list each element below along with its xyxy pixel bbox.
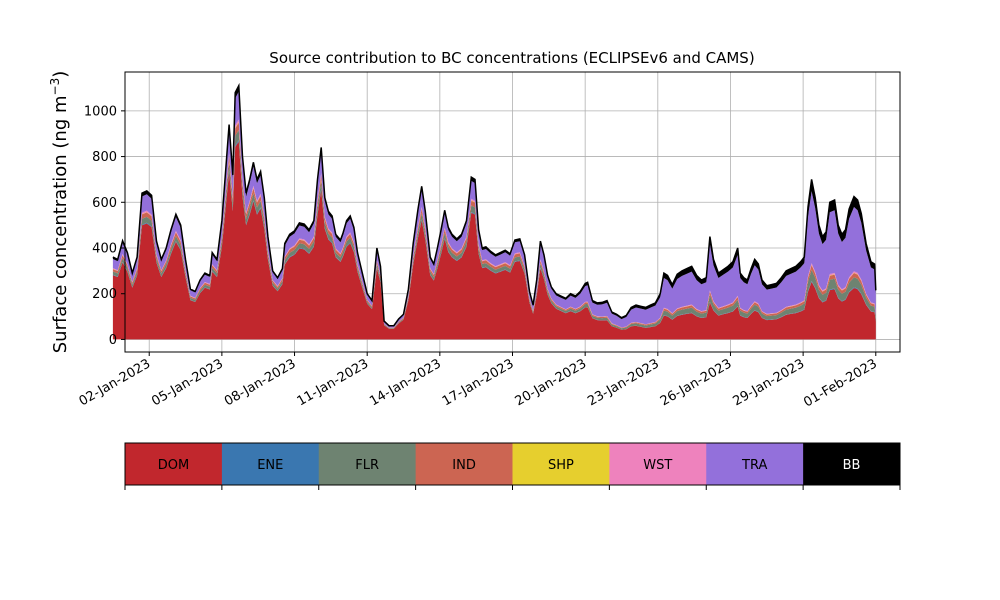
x-tick-label: 23-Jan-2023	[585, 356, 662, 409]
area-flr	[112, 130, 876, 330]
x-tick-label: 02-Jan-2023	[77, 356, 154, 409]
x-axis: 02-Jan-202305-Jan-202308-Jan-202311-Jan-…	[77, 352, 880, 410]
legend-label-ene: ENE	[257, 458, 283, 473]
legend-label-tra: TRA	[741, 458, 767, 473]
x-tick-label: 01-Feb-2023	[801, 356, 880, 410]
x-tick-label: 11-Jan-2023	[295, 356, 372, 409]
legend-swatch-flr	[318, 443, 417, 485]
y-axis-label: Surface concentration (ng m−3)	[48, 71, 71, 354]
x-tick-label: 29-Jan-2023	[731, 356, 808, 409]
stacked-areas	[112, 85, 876, 340]
legend-swatch-ind	[415, 443, 514, 485]
y-tick-label: 800	[92, 150, 117, 165]
total-line	[112, 82, 877, 327]
legend-label-bb: BB	[843, 458, 861, 473]
y-tick-label: 400	[92, 242, 117, 257]
y-tick-label: 200	[92, 287, 117, 302]
legend-label-ind: IND	[452, 458, 476, 473]
x-tick-label: 05-Jan-2023	[149, 356, 226, 409]
y-tick-label: 600	[92, 196, 117, 211]
legend-swatch-shp	[512, 443, 610, 485]
x-tick-label: 20-Jan-2023	[513, 356, 590, 409]
area-dom	[112, 141, 876, 340]
y-tick-label: 1000	[84, 104, 117, 119]
legend-label-dom: DOM	[158, 458, 189, 473]
legend-label-wst: WST	[643, 458, 672, 473]
y-axis: 0 200 400 600 800 1000	[84, 104, 125, 348]
legend-swatch-bb	[803, 443, 901, 485]
legend-label-flr: FLR	[355, 458, 379, 473]
y-tick-label: 0	[109, 333, 117, 348]
x-tick-label: 17-Jan-2023	[440, 356, 517, 409]
legend-label-shp: SHP	[548, 458, 574, 473]
legend: DOM ENE FLR IND SHP WST TRA BB	[124, 442, 901, 490]
x-tick-label: 08-Jan-2023	[222, 356, 299, 409]
legend-swatch-ene	[221, 443, 320, 485]
chart-title: Source contribution to BC concentrations…	[269, 49, 754, 67]
legend-swatch-dom	[125, 443, 223, 485]
x-tick-label: 14-Jan-2023	[367, 356, 444, 409]
legend-swatch-tra	[706, 443, 804, 485]
legend-swatch-wst	[609, 443, 707, 485]
x-tick-label: 26-Jan-2023	[658, 356, 735, 409]
